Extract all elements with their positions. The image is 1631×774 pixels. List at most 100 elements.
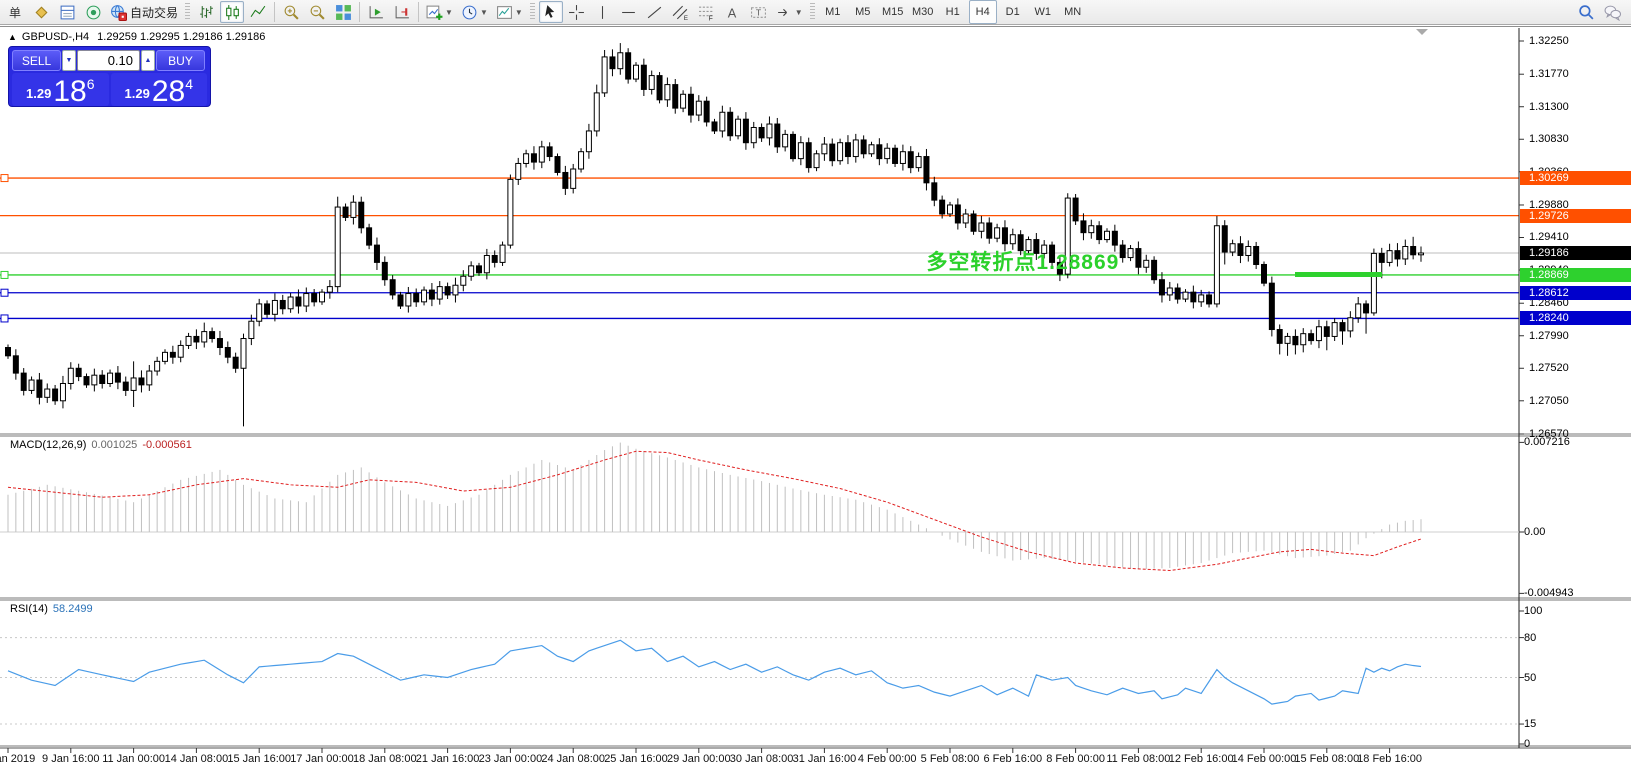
shapes-icon bbox=[776, 4, 793, 21]
chevron-down-icon[interactable]: ▼ bbox=[479, 7, 488, 17]
candle-chart-icon bbox=[224, 4, 241, 21]
time-axis-label: 15 Jan 16:00 bbox=[227, 753, 291, 765]
buy-button[interactable]: BUY bbox=[156, 50, 205, 71]
toolbar-crosshair-button[interactable] bbox=[565, 1, 589, 23]
buy-price-pip: 4 bbox=[185, 76, 193, 92]
support-highlight-segment[interactable] bbox=[1295, 272, 1382, 278]
timeframe-M5[interactable]: M5 bbox=[855, 6, 871, 18]
sell-button[interactable]: SELL bbox=[12, 50, 61, 71]
svg-text:F: F bbox=[709, 15, 713, 21]
toolbar-zoom-out-button[interactable] bbox=[305, 1, 329, 23]
time-axis-label: 8 Jan 2019 bbox=[0, 753, 36, 765]
timeframe-H4[interactable]: H4 bbox=[968, 0, 997, 24]
buy-price-display[interactable]: 1.29 28 4 bbox=[110, 73, 207, 107]
time-axis-label: 8 Feb 00:00 bbox=[1046, 753, 1105, 765]
auto-scroll-icon bbox=[368, 4, 385, 21]
chevron-down-icon[interactable]: ▼ bbox=[794, 7, 803, 17]
time-axis-label: 6 Feb 16:00 bbox=[983, 753, 1043, 765]
toolbar-separator bbox=[809, 3, 815, 21]
rsi-legend: RSI(14) 58.2499 bbox=[10, 603, 93, 615]
time-axis-label: 4 Feb 00:00 bbox=[857, 753, 917, 765]
search-icon bbox=[1578, 4, 1595, 21]
toolbar-cursor-button[interactable] bbox=[538, 1, 563, 23]
tile-windows-icon bbox=[335, 4, 352, 21]
chevron-down-icon[interactable]: ▼ bbox=[514, 7, 523, 17]
toolbar-new-order-button[interactable]: 单 bbox=[3, 1, 27, 23]
one-click-collapse-arrow[interactable]: ▲ bbox=[8, 32, 17, 42]
toolbar-line-chart-button[interactable] bbox=[246, 1, 270, 23]
toolbar-horizontal-line-button[interactable] bbox=[617, 1, 641, 23]
text-icon: A bbox=[724, 4, 741, 21]
rsi-axis-tick: 100 bbox=[1524, 605, 1543, 617]
sell-price-pip: 6 bbox=[86, 76, 95, 92]
toolbar-autotrade-button[interactable]: 自动交易 bbox=[107, 1, 181, 23]
chart-annotation-text[interactable]: 多空转折点1.28869 bbox=[926, 251, 1120, 275]
price-axis-tick: 1.28460 bbox=[1529, 297, 1569, 310]
toolbar-separator bbox=[418, 2, 420, 22]
one-click-trading-panel: SELL ▼ ▲ BUY 1.29 18 6 1.29 28 4 bbox=[8, 46, 211, 107]
toolbar-data-window-button[interactable] bbox=[55, 1, 79, 23]
rsi-axis-tick: 15 bbox=[1524, 718, 1537, 731]
toolbar-chat-button[interactable] bbox=[1600, 1, 1624, 23]
toolbar-vertical-line-button[interactable] bbox=[591, 1, 615, 23]
zoom-in-icon bbox=[283, 4, 300, 21]
zoom-out-icon bbox=[309, 4, 326, 21]
toolbar-bar-chart-button[interactable] bbox=[194, 1, 218, 23]
data-window-icon bbox=[59, 4, 76, 21]
toolbar-candle-chart-button[interactable] bbox=[220, 1, 245, 23]
toolbar-tile-windows-button[interactable] bbox=[331, 1, 355, 23]
toolbar-market-watch-button[interactable] bbox=[29, 1, 53, 23]
time-axis-label: 31 Jan 16:00 bbox=[792, 753, 857, 765]
lot-size-input[interactable] bbox=[77, 50, 140, 71]
toolbar-label-button[interactable]: T bbox=[747, 1, 771, 23]
timeframe-M30[interactable]: M30 bbox=[912, 6, 934, 18]
time-axis-label: 11 Jan 00:00 bbox=[102, 753, 165, 765]
toolbar-new-chart-button[interactable]: ▼ bbox=[423, 1, 456, 23]
toolbar-auto-scroll-button[interactable] bbox=[364, 1, 388, 23]
toolbar-periods-button[interactable]: ▼ bbox=[458, 1, 491, 23]
lot-decrease-button[interactable]: ▼ bbox=[62, 50, 76, 71]
label-icon: T bbox=[750, 4, 767, 21]
timeframe-MN[interactable]: MN bbox=[1064, 6, 1082, 18]
svg-text:E: E bbox=[684, 14, 688, 20]
toolbar-chart-shift-button[interactable] bbox=[390, 1, 414, 23]
toolbar: 单 自动交易 ▼ ▼ ▼ E F A T ▼ M1 M5 M15 M30 H1 H4 D1 W1 MN bbox=[0, 0, 1631, 25]
autotrade-icon bbox=[110, 4, 127, 21]
toolbar-trendline-button[interactable] bbox=[643, 1, 667, 23]
toolbar-channel-button[interactable]: E bbox=[669, 1, 693, 23]
price-axis-tick: 1.27520 bbox=[1529, 362, 1569, 375]
chevron-down-icon[interactable]: ▼ bbox=[445, 7, 453, 17]
sell-price-display[interactable]: 1.29 18 6 bbox=[12, 73, 109, 107]
navigator-icon bbox=[85, 4, 102, 21]
timeframe-H1[interactable]: H1 bbox=[945, 6, 960, 18]
timeframe-M15[interactable]: M15 bbox=[882, 6, 904, 18]
chart-window: ▲ GBPUSD-,H4 1.29259 1.29295 1.29186 1.291… bbox=[0, 26, 1631, 774]
vertical-line-icon bbox=[594, 4, 611, 21]
price-axis-tick: 1.29410 bbox=[1529, 231, 1569, 244]
price-level-label: 1.29726 bbox=[1520, 208, 1631, 223]
price-axis-tick: 1.31300 bbox=[1529, 100, 1569, 113]
chat-icon bbox=[1604, 4, 1621, 21]
price-level-label: 1.28869 bbox=[1520, 267, 1631, 282]
price-axis-tick: 1.29880 bbox=[1529, 198, 1569, 211]
toolbar-templates-button[interactable]: ▼ bbox=[493, 1, 526, 23]
toolbar-navigator-button[interactable] bbox=[81, 1, 105, 23]
lot-increase-button[interactable]: ▲ bbox=[141, 50, 155, 71]
toolbar-text-button[interactable]: A bbox=[721, 1, 745, 23]
rsi-axis-tick: 80 bbox=[1524, 631, 1537, 644]
time-axis-label: 21 Jan 16:00 bbox=[415, 753, 480, 765]
toolbar-shapes-button[interactable]: ▼ bbox=[773, 1, 806, 23]
toolbar-zoom-in-button[interactable] bbox=[279, 1, 303, 23]
macd-label: MACD(12,26,9) bbox=[10, 439, 87, 451]
time-axis-label: 29 Jan 00:00 bbox=[666, 753, 731, 765]
toolbar-fibonacci-button[interactable]: F bbox=[695, 1, 719, 23]
svg-text:A: A bbox=[728, 5, 737, 20]
toolbar-search-button[interactable] bbox=[1574, 1, 1598, 23]
macd-axis-tick: 0.00 bbox=[1524, 526, 1546, 538]
timeframe-W1[interactable]: W1 bbox=[1034, 6, 1051, 18]
sell-price-small: 1.29 bbox=[26, 86, 52, 101]
timeframe-M1[interactable]: M1 bbox=[825, 6, 841, 18]
rsi-axis-tick: 50 bbox=[1524, 671, 1537, 684]
timeframe-D1[interactable]: D1 bbox=[1005, 6, 1020, 18]
